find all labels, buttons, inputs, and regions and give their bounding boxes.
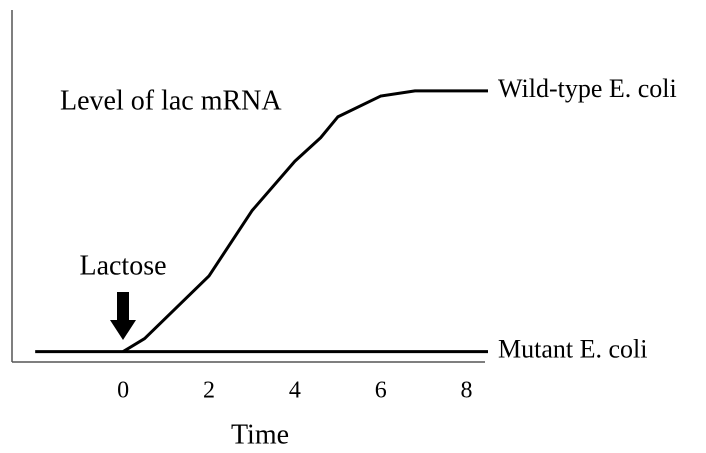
chart-title: Level of lac mRNA — [60, 85, 282, 116]
x-tick-label: 4 — [289, 378, 301, 404]
x-axis-label: Time — [231, 419, 289, 450]
series-line — [122, 89, 488, 353]
x-tick-label: 6 — [375, 378, 387, 404]
series-label: Wild-type E. coli — [498, 74, 677, 103]
arrow — [110, 292, 136, 340]
x-tick-label: 8 — [461, 378, 473, 404]
annotation: Lactose — [79, 250, 166, 281]
x-tick-label: 2 — [203, 378, 215, 404]
series-label: Mutant E. coli — [498, 335, 647, 364]
x-tick-label: 0 — [117, 378, 129, 404]
